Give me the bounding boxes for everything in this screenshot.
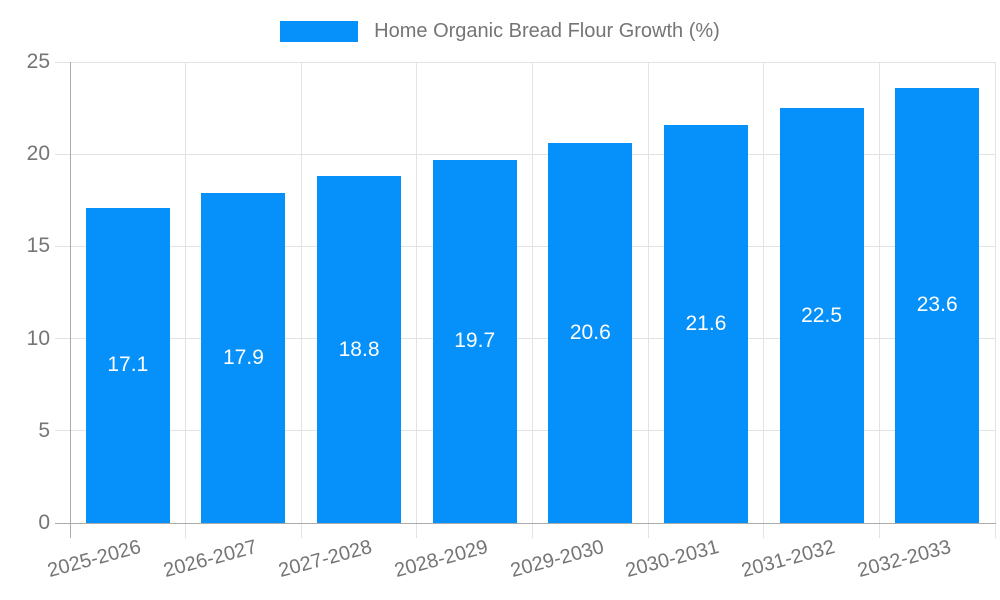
bar-value-label: 23.6 — [916, 293, 958, 317]
x-tick-mark — [69, 523, 71, 538]
x-tick-mark — [185, 523, 187, 538]
x-tick-mark — [300, 523, 302, 538]
x-tick-label: 2027-2028 — [276, 536, 375, 583]
x-tick-mark — [532, 523, 533, 538]
x-gridline — [532, 62, 533, 523]
bar — [432, 159, 517, 523]
y-tick-mark — [55, 61, 70, 63]
bar — [779, 108, 864, 523]
x-gridline — [647, 62, 649, 523]
y-axis-line — [69, 62, 71, 523]
x-tick-label: 2026-2027 — [161, 536, 260, 583]
y-tick-mark — [55, 522, 70, 524]
bar-value-label: 18.8 — [338, 337, 380, 361]
bar — [201, 192, 286, 523]
x-tick-label: 2031-2032 — [739, 536, 838, 583]
y-tick-mark — [55, 153, 70, 155]
y-tick-label: 20 — [26, 142, 50, 166]
y-tick-label: 15 — [26, 234, 50, 258]
x-tick-mark — [763, 523, 765, 538]
bar — [317, 176, 402, 523]
bar-value-label: 17.9 — [223, 345, 264, 369]
y-tick-label: 5 — [38, 418, 50, 442]
bar-value-label: 21.6 — [685, 311, 727, 335]
x-gridline — [878, 62, 880, 523]
y-tick-mark — [55, 338, 70, 340]
bar-value-label: 17.1 — [107, 353, 149, 377]
y-tick-label: 25 — [26, 50, 50, 73]
x-tick-label: 2029-2030 — [507, 536, 607, 583]
y-tick-mark — [55, 245, 70, 247]
x-gridline — [185, 62, 187, 523]
x-gridline — [300, 62, 302, 523]
bar-value-label: 20.6 — [569, 321, 611, 345]
bar — [85, 207, 170, 523]
x-gridline — [994, 62, 996, 523]
chart-legend: Home Organic Bread Flour Growth (%) — [0, 20, 1000, 43]
bar-value-label: 22.5 — [801, 303, 842, 327]
x-axis-line — [70, 522, 996, 524]
x-tick-mark — [994, 523, 996, 538]
x-tick-mark — [647, 523, 649, 538]
x-tick-mark — [416, 523, 418, 538]
y-tick-mark — [55, 430, 70, 432]
x-gridline — [416, 62, 418, 523]
bar — [548, 143, 633, 523]
y-tick-label: 10 — [26, 326, 50, 350]
bar — [663, 124, 748, 523]
legend-swatch-icon — [280, 21, 359, 42]
legend-label: Home Organic Bread Flour Growth (%) — [374, 20, 720, 42]
y-tick-label: 0 — [38, 511, 50, 534]
x-tick-label: 2028-2029 — [392, 536, 491, 583]
x-tick-label: 2030-2031 — [623, 536, 722, 583]
bar-value-label: 19.7 — [454, 329, 496, 353]
x-tick-label: 2032-2033 — [854, 536, 953, 583]
legend-item[interactable]: Home Organic Bread Flour Growth (%) — [280, 20, 720, 43]
x-tick-mark — [878, 523, 880, 538]
bar — [895, 87, 980, 523]
x-gridline — [763, 62, 765, 523]
x-tick-label: 2025-2026 — [45, 536, 144, 583]
